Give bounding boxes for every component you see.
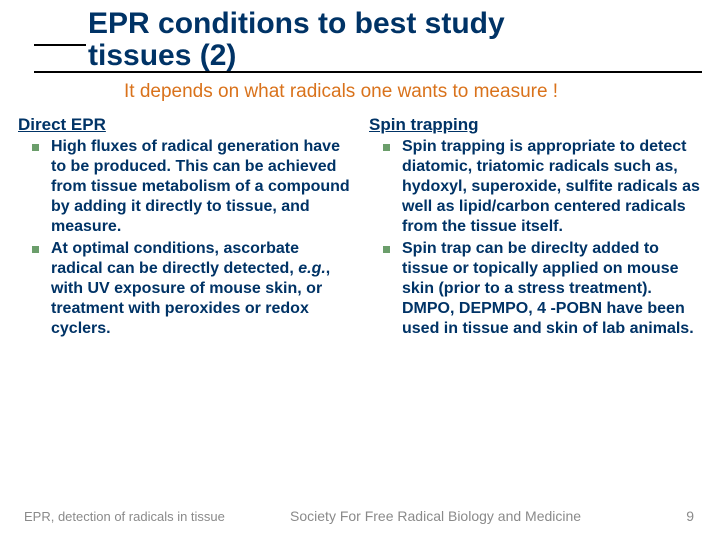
slide-subtitle: It depends on what radicals one wants to…	[0, 71, 720, 109]
list-item: At optimal conditions, ascorbate radical…	[18, 239, 351, 339]
list-item: Spin trap can be direclty added to tissu…	[369, 239, 702, 339]
square-bullet-icon	[32, 246, 39, 253]
bullet-text: High fluxes of radical generation have t…	[51, 137, 351, 237]
square-bullet-icon	[32, 144, 39, 151]
list-item: Spin trapping is appropriate to detect d…	[369, 137, 702, 237]
slide-title-block: EPR conditions to best study tissues (2)	[0, 0, 720, 71]
slide-footer: EPR, detection of radicals in tissue Soc…	[0, 508, 720, 524]
slide-title-line-2: tissues (2)	[88, 40, 720, 72]
bullet-text: Spin trap can be direclty added to tissu…	[402, 239, 702, 339]
slide-title-line-1: EPR conditions to best study	[88, 8, 720, 40]
left-column-heading: Direct EPR	[18, 115, 351, 135]
bullet-text: Spin trapping is appropriate to detect d…	[402, 137, 702, 237]
bullet-text: At optimal conditions, ascorbate radical…	[51, 239, 351, 339]
right-column: Spin trapping Spin trapping is appropria…	[369, 115, 702, 341]
right-column-heading: Spin trapping	[369, 115, 702, 135]
footer-center-text: Society For Free Radical Biology and Med…	[185, 508, 686, 524]
square-bullet-icon	[383, 144, 390, 151]
left-column: Direct EPR High fluxes of radical genera…	[18, 115, 351, 341]
title-rule-short	[34, 44, 86, 46]
content-columns: Direct EPR High fluxes of radical genera…	[0, 109, 720, 341]
slide-number: 9	[686, 508, 702, 524]
list-item: High fluxes of radical generation have t…	[18, 137, 351, 237]
square-bullet-icon	[383, 246, 390, 253]
title-underline-rule	[34, 71, 702, 73]
